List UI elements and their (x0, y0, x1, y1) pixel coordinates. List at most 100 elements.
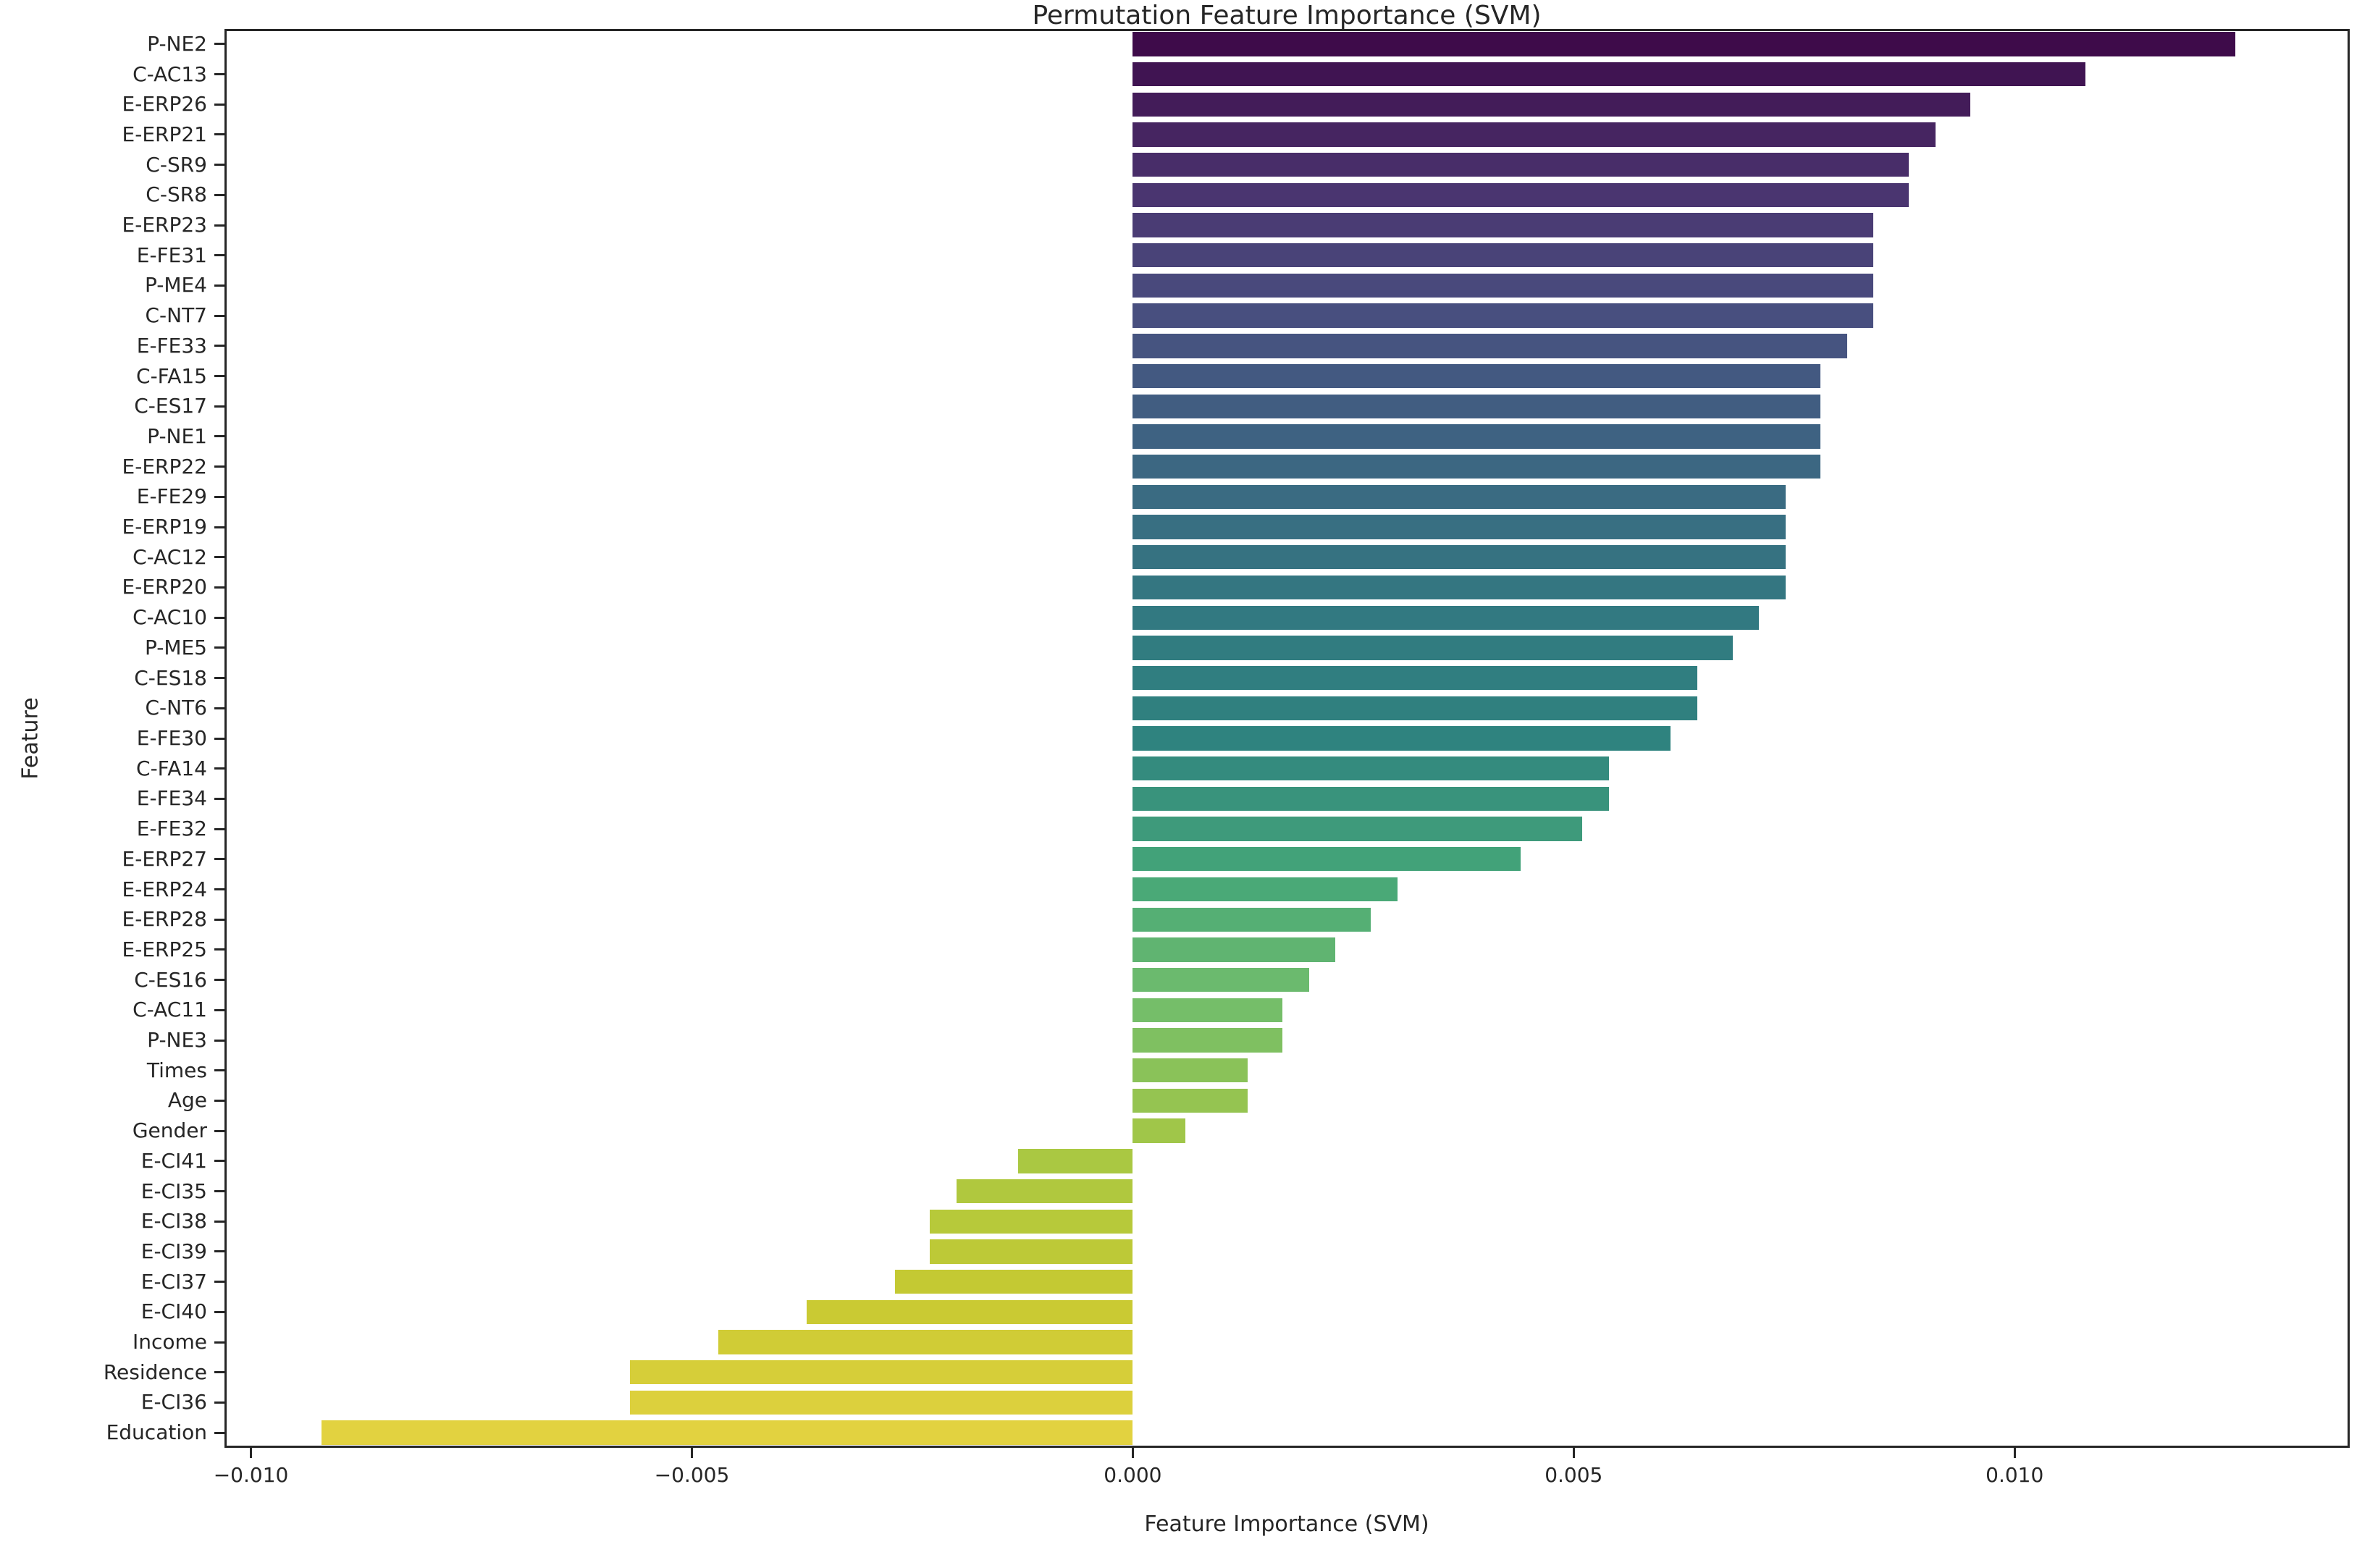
bar-Times (1133, 1058, 1248, 1083)
y-tick-label: E-CI37 (140, 1269, 207, 1294)
y-tick-mark (214, 1250, 224, 1253)
y-tick-label: C-NT6 (145, 696, 207, 720)
y-tick-label: C-AC10 (133, 605, 207, 630)
y-tick-label: E-ERP21 (122, 122, 207, 146)
y-tick-mark (214, 767, 224, 770)
bar-E-FE33 (1133, 334, 1847, 358)
bar-P-ME5 (1133, 636, 1733, 660)
bar-E-ERP24 (1133, 877, 1398, 902)
bar-E-FE34 (1133, 786, 1609, 812)
bar-E-CI37 (894, 1269, 1133, 1294)
bar-E-ERP25 (1133, 937, 1336, 962)
bar-Residence (630, 1360, 1133, 1385)
bar-E-ERP26 (1133, 92, 1971, 117)
plot-area (224, 29, 2350, 1448)
bar-E-FE29 (1133, 484, 1786, 510)
bar-P-NE3 (1133, 1028, 1283, 1053)
x-tick-label: 0.005 (1545, 1463, 1603, 1487)
y-tick-label: E-FE32 (136, 817, 207, 841)
y-tick-label: E-ERP20 (122, 575, 207, 599)
y-tick-label: P-NE2 (147, 31, 207, 56)
bar-C-NT7 (1133, 303, 1874, 328)
y-tick-label: C-ES17 (134, 394, 207, 418)
y-tick-mark (214, 1129, 224, 1132)
y-tick-mark (214, 1160, 224, 1163)
y-tick-mark (214, 133, 224, 136)
bar-E-ERP23 (1133, 213, 1874, 237)
y-tick-label: Times (146, 1058, 207, 1082)
y-tick-label: E-CI39 (140, 1239, 207, 1263)
y-tick-label: Gender (132, 1118, 207, 1143)
y-tick-mark (214, 707, 224, 709)
bar-E-FE32 (1133, 817, 1583, 841)
y-tick-label: C-SR8 (146, 182, 207, 207)
y-tick-mark (214, 526, 224, 528)
bar-E-CI35 (956, 1179, 1133, 1204)
y-tick-mark (214, 1220, 224, 1223)
bar-C-AC10 (1133, 605, 1760, 630)
y-tick-mark (214, 1341, 224, 1344)
y-tick-mark (214, 164, 224, 167)
y-tick-mark (214, 556, 224, 559)
x-tick-mark (2013, 1448, 2016, 1458)
bar-E-FE31 (1133, 243, 1874, 268)
y-tick-label: C-ES18 (134, 665, 207, 690)
y-tick-mark (214, 646, 224, 649)
y-tick-mark (214, 1190, 224, 1193)
bar-C-FA14 (1133, 756, 1609, 781)
bar-E-CI38 (930, 1209, 1133, 1234)
chart-title: Permutation Feature Importance (SVM) (1032, 1, 1542, 30)
bar-E-ERP19 (1133, 515, 1786, 539)
x-tick-label: 0.000 (1104, 1463, 1162, 1487)
y-tick-label: Age (167, 1088, 207, 1113)
y-tick-mark (214, 465, 224, 468)
y-tick-label: E-CI36 (140, 1390, 207, 1415)
y-tick-mark (214, 375, 224, 378)
y-tick-mark (214, 43, 224, 46)
bar-C-SR8 (1133, 182, 1909, 208)
y-tick-label: C-AC13 (133, 62, 207, 86)
y-tick-label: P-ME4 (144, 273, 207, 298)
y-tick-label: Income (132, 1330, 207, 1354)
bar-Age (1133, 1088, 1248, 1113)
y-tick-mark (214, 103, 224, 106)
y-tick-label: E-FE30 (136, 726, 207, 750)
y-tick-mark (214, 1039, 224, 1042)
y-tick-mark (214, 1099, 224, 1102)
bar-E-ERP22 (1133, 455, 1821, 479)
y-tick-label: E-ERP25 (122, 937, 207, 961)
y-tick-label: E-CI35 (140, 1179, 207, 1203)
y-tick-label: Residence (103, 1360, 207, 1384)
y-tick-label: P-ME5 (144, 635, 207, 659)
y-tick-mark (214, 405, 224, 408)
x-tick-label: −0.005 (654, 1463, 730, 1487)
y-tick-mark (214, 797, 224, 800)
y-tick-mark (214, 193, 224, 196)
y-tick-mark (214, 888, 224, 890)
x-tick-label: −0.010 (213, 1463, 289, 1487)
y-tick-mark (214, 827, 224, 830)
bar-E-CI39 (930, 1239, 1133, 1264)
bar-E-ERP28 (1133, 907, 1371, 932)
bar-E-ERP27 (1133, 847, 1521, 872)
y-tick-label: C-NT7 (145, 303, 207, 328)
y-tick-label: E-CI38 (140, 1209, 207, 1234)
bar-E-CI40 (806, 1299, 1133, 1325)
y-tick-mark (214, 224, 224, 227)
bar-C-ES16 (1133, 967, 1309, 992)
y-tick-label: C-FA14 (136, 756, 207, 780)
y-tick-mark (214, 1008, 224, 1011)
y-tick-label: C-ES16 (134, 967, 207, 992)
bar-E-CI36 (630, 1390, 1133, 1415)
y-tick-mark (214, 495, 224, 498)
bar-Gender (1133, 1118, 1186, 1143)
bar-C-SR9 (1133, 152, 1909, 177)
bar-P-NE1 (1133, 424, 1821, 449)
bar-E-ERP20 (1133, 575, 1786, 600)
y-tick-mark (214, 314, 224, 317)
bar-C-ES18 (1133, 665, 1697, 691)
bar-C-FA15 (1133, 363, 1821, 389)
bar-C-AC13 (1133, 62, 2085, 87)
y-tick-label: P-NE1 (147, 423, 207, 448)
y-tick-mark (214, 737, 224, 740)
